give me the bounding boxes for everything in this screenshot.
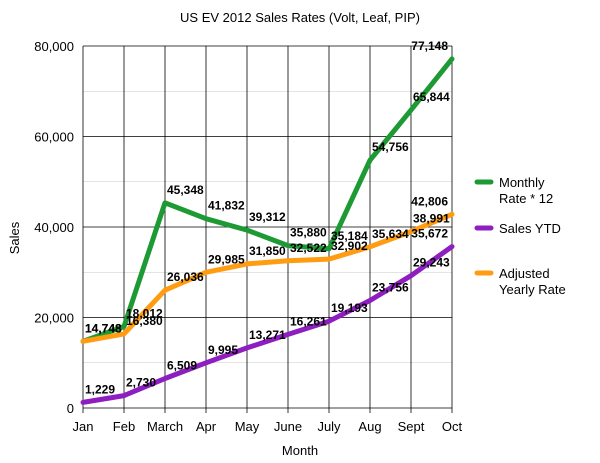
y-tick-label: 0 — [67, 401, 74, 416]
series-line-1 — [80, 244, 455, 405]
legend-label: Sales YTD — [499, 221, 561, 236]
legend-label: Rate * 12 — [499, 191, 553, 206]
x-tick-label: Sept — [398, 419, 425, 434]
data-label: 42,806 — [411, 194, 448, 208]
data-label: 19,193 — [331, 301, 368, 315]
x-tick-label: May — [235, 419, 260, 434]
data-label: 16,380 — [126, 314, 163, 328]
data-label: 45,348 — [167, 183, 204, 197]
data-label: 1,229 — [85, 382, 115, 396]
data-label: 65,844 — [413, 90, 450, 104]
x-tick-label: Aug — [358, 419, 381, 434]
data-label: 18,012 — [126, 306, 163, 320]
y-tick-label: 20,000 — [34, 311, 74, 326]
legend-label: Monthly — [499, 175, 545, 190]
data-label: 13,271 — [249, 328, 286, 342]
x-tick-label: June — [274, 419, 302, 434]
data-label: 2,730 — [126, 376, 156, 390]
data-label: 14,748 — [85, 321, 122, 335]
x-tick-label: Jan — [73, 419, 94, 434]
data-label: 29,985 — [208, 252, 245, 266]
y-axis-title: Sales — [7, 221, 22, 254]
data-label: 29,243 — [413, 256, 450, 270]
data-label: 54,756 — [372, 140, 409, 154]
data-label: 9,995 — [208, 343, 238, 357]
data-label: 38,991 — [413, 212, 450, 226]
x-tick-label: Feb — [113, 419, 135, 434]
data-label: 32,902 — [331, 239, 368, 253]
data-label: 32,522 — [290, 241, 327, 255]
data-label: 26,036 — [167, 270, 204, 284]
data-label: 41,832 — [208, 199, 245, 213]
data-label: 35,634 — [372, 227, 409, 241]
data-label: 77,148 — [411, 39, 448, 53]
legend-label: Adjusted — [499, 266, 550, 281]
y-tick-label: 80,000 — [34, 39, 74, 54]
data-label: 35,672 — [411, 227, 448, 241]
legend-label: Yearly Rate — [499, 282, 566, 297]
y-tick-label: 60,000 — [34, 130, 74, 145]
x-tick-label: Apr — [196, 419, 217, 434]
series-line-2 — [80, 211, 455, 344]
y-tick-label: 40,000 — [34, 220, 74, 235]
data-label: 16,261 — [290, 314, 327, 328]
data-label: 6,509 — [167, 359, 197, 373]
x-tick-label: July — [317, 419, 341, 434]
x-axis-title: Month — [282, 443, 318, 458]
data-label: 39,312 — [249, 210, 286, 224]
data-label: 14,748 — [85, 321, 122, 335]
data-label: 23,756 — [372, 281, 409, 295]
x-tick-label: March — [147, 419, 183, 434]
data-label: 31,850 — [249, 244, 286, 258]
data-label: 35,880 — [290, 226, 327, 240]
data-label: 35,184 — [331, 229, 368, 243]
chart-title: US EV 2012 Sales Rates (Volt, Leaf, PIP) — [180, 10, 420, 25]
series-line-0 — [80, 56, 455, 344]
x-tick-label: Oct — [442, 419, 463, 434]
